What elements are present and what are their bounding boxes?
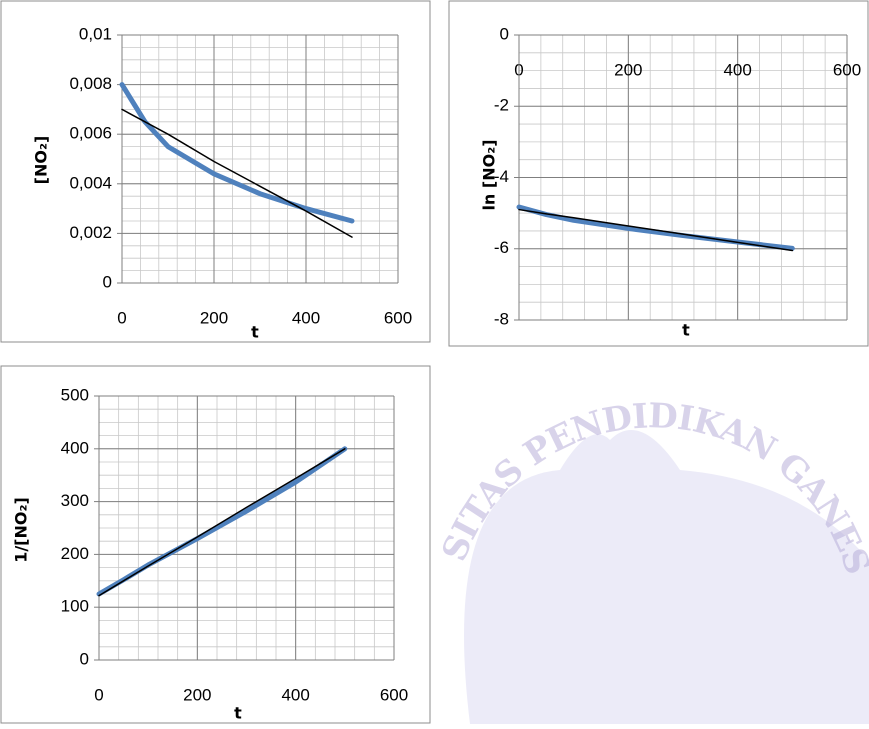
- y-tick-label: 0: [80, 649, 89, 668]
- trend-line: [99, 449, 345, 596]
- y-tick-label: 0,01: [79, 24, 112, 43]
- x-tick-label: 200: [183, 685, 211, 704]
- x-tick-label: 200: [200, 308, 228, 327]
- x-tick-label: 600: [380, 685, 408, 704]
- y-axis-label: [NO₂]: [32, 136, 51, 185]
- y-tick-label: 0,002: [69, 223, 112, 242]
- y-tick-label: 500: [61, 385, 89, 404]
- page: SITAS PENDIDIKAN GANES 020040060000,0020…: [0, 0, 869, 724]
- y-tick-label: 0,006: [69, 124, 112, 143]
- y-tick-label: 0: [103, 272, 112, 291]
- y-tick-label: -6: [494, 238, 509, 257]
- chart: 0 200 400 600 0 100 200 300 400 500 t 1/[NO₂]: [1, 366, 430, 723]
- y-tick-label: 0,008: [69, 74, 112, 93]
- y-tick-label: 400: [61, 438, 89, 457]
- x-tick-label: 400: [292, 308, 320, 327]
- x-tick-label: 0: [94, 685, 103, 704]
- trend-line: [519, 210, 792, 251]
- y-tick-label: 0: [500, 24, 509, 43]
- x-axis-label: t: [234, 704, 242, 723]
- x-tick-label: 600: [384, 308, 412, 327]
- x-tick-label: 0: [117, 308, 126, 327]
- trend-line: [122, 109, 352, 237]
- x-axis-label: t: [682, 321, 690, 340]
- y-axis-label: ln [NO₂]: [480, 139, 499, 210]
- y-tick-label: 100: [61, 597, 89, 616]
- x-axis-label: t: [251, 323, 259, 342]
- x-tick-label: 400: [723, 60, 751, 79]
- y-tick-label: 200: [61, 544, 89, 563]
- y-tick-label: 0,004: [69, 173, 112, 192]
- y-axis-label: 1/[NO₂]: [12, 497, 31, 563]
- watermark: SITAS PENDIDIKAN GANES: [434, 396, 869, 724]
- y-tick-label: 300: [61, 491, 89, 510]
- y-tick-label: -8: [494, 309, 509, 328]
- chart: 0 200 400 600 0 0,002 0,004 0,006 0,008 0,01 t [NO₂…: [1, 1, 430, 342]
- x-tick-label: 200: [614, 60, 642, 79]
- data-line: [122, 85, 352, 221]
- x-tick-label: 400: [281, 685, 309, 704]
- x-tick-label: 600: [833, 60, 861, 79]
- y-tick-label: -2: [494, 96, 509, 115]
